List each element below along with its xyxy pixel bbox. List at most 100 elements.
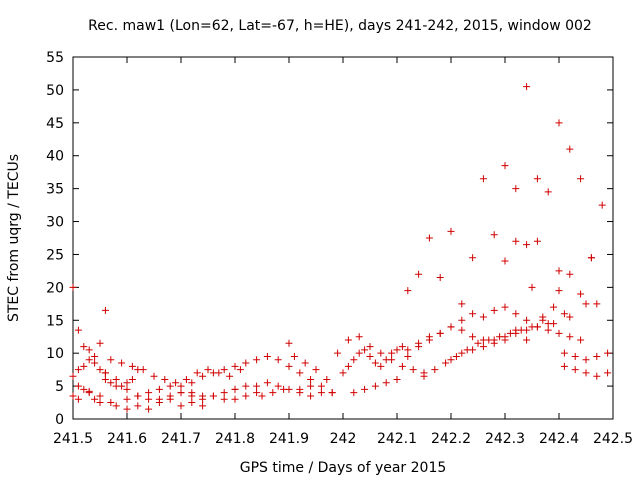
data-point: [479, 175, 487, 183]
data-point: [80, 385, 88, 393]
x-tick-label: 242.5: [593, 431, 633, 447]
data-point: [366, 352, 374, 360]
data-point: [209, 369, 217, 377]
data-point: [128, 376, 136, 384]
data-point: [350, 389, 358, 397]
data-point: [166, 392, 174, 400]
data-point: [593, 352, 601, 360]
data-point: [425, 333, 433, 341]
y-tick-label: 45: [46, 116, 64, 132]
x-tick-label: 242.4: [539, 431, 579, 447]
data-point: [123, 379, 131, 387]
data-point: [415, 270, 423, 278]
data-point: [193, 369, 201, 377]
data-point: [371, 382, 379, 390]
data-point: [307, 392, 315, 400]
data-point: [425, 234, 433, 242]
data-point: [85, 389, 93, 397]
data-point: [123, 405, 131, 413]
data-point: [101, 306, 109, 314]
data-point: [96, 339, 104, 347]
data-point: [285, 362, 293, 370]
data-point: [555, 267, 563, 275]
x-tick-label: 241.9: [269, 431, 309, 447]
data-point: [253, 356, 261, 364]
data-point: [479, 313, 487, 321]
data-point: [280, 385, 288, 393]
data-point: [533, 237, 541, 245]
data-point: [566, 145, 574, 153]
x-axis-label: GPS time / Days of year 2015: [240, 460, 447, 476]
data-point: [512, 310, 520, 318]
data-point: [101, 376, 109, 384]
data-point: [182, 376, 190, 384]
data-points: [69, 83, 612, 413]
data-point: [145, 405, 153, 413]
data-point: [523, 316, 531, 324]
data-point: [118, 359, 126, 367]
data-point: [577, 175, 585, 183]
data-point: [539, 313, 547, 321]
data-point: [91, 352, 99, 360]
data-point: [85, 356, 93, 364]
data-point: [436, 273, 444, 281]
data-point: [469, 310, 477, 318]
data-point: [398, 362, 406, 370]
y-tick-label: 5: [55, 379, 64, 395]
data-point: [512, 326, 520, 334]
data-point: [560, 310, 568, 318]
data-point: [317, 389, 325, 397]
data-point: [452, 352, 460, 360]
y-tick-label: 35: [46, 182, 64, 198]
data-point: [236, 366, 244, 374]
y-tick-label: 25: [46, 247, 64, 263]
chart-title: Rec. maw1 (Lon=62, Lat=-67, h=HE), days …: [88, 18, 592, 34]
data-point: [334, 349, 342, 357]
data-point: [555, 119, 563, 127]
data-point: [107, 399, 115, 407]
y-tick-label: 15: [46, 313, 64, 329]
data-point: [523, 241, 531, 249]
y-tick-label: 40: [46, 149, 64, 165]
plot-frame: [72, 56, 614, 420]
data-point: [366, 343, 374, 351]
y-tick-label: 20: [46, 280, 64, 296]
data-point: [431, 366, 439, 374]
data-point: [269, 389, 277, 397]
data-point: [199, 395, 207, 403]
data-point: [344, 336, 352, 344]
data-point: [242, 382, 250, 390]
data-point: [91, 359, 99, 367]
data-point: [199, 402, 207, 410]
data-point: [69, 283, 77, 291]
data-point: [80, 343, 88, 351]
data-point: [231, 385, 239, 393]
data-point: [101, 369, 109, 377]
data-point: [447, 323, 455, 331]
data-point: [415, 339, 423, 347]
data-point: [307, 382, 315, 390]
data-point: [188, 399, 196, 407]
data-point: [96, 399, 104, 407]
data-point: [571, 352, 579, 360]
data-point: [231, 362, 239, 370]
data-point: [172, 379, 180, 387]
data-point: [442, 359, 450, 367]
data-point: [145, 389, 153, 397]
data-point: [447, 356, 455, 364]
x-tick-label: 242.1: [377, 431, 417, 447]
data-point: [382, 379, 390, 387]
x-tick-label: 242.3: [485, 431, 525, 447]
data-point: [420, 372, 428, 380]
data-point: [393, 346, 401, 354]
data-point: [490, 339, 498, 347]
data-point: [523, 83, 531, 91]
data-point: [145, 395, 153, 403]
data-point: [409, 366, 417, 374]
data-point: [339, 369, 347, 377]
data-point: [112, 376, 120, 384]
data-point: [469, 254, 477, 262]
data-point: [393, 376, 401, 384]
data-point: [555, 287, 563, 295]
